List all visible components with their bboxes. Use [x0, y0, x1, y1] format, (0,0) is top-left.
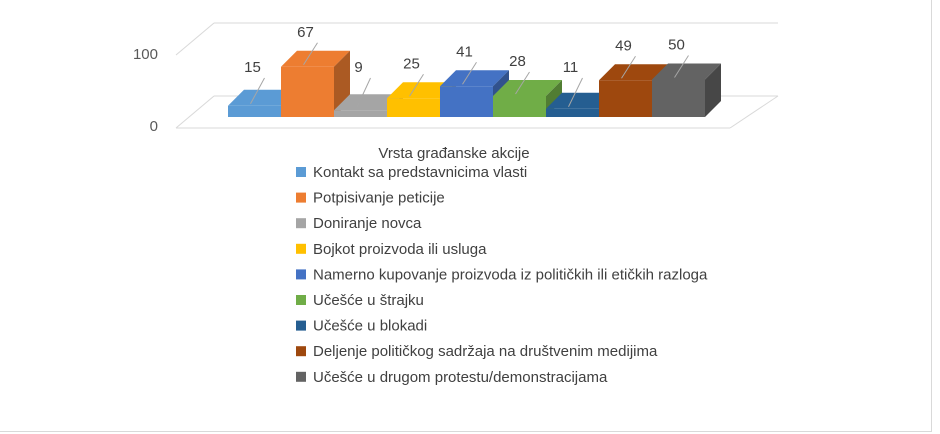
bar-front [599, 80, 652, 117]
data-label: 41 [456, 43, 473, 60]
gridline-0-side [175, 95, 215, 129]
legend-label: Namerno kupovanje proizvoda iz politički… [313, 266, 708, 283]
legend-label: Bojkot proizvoda ili usluga [313, 241, 487, 258]
legend-swatch [296, 371, 306, 382]
data-label: 9 [354, 59, 362, 76]
legend: Kontakt sa predstavnicima vlasti Potpisiv… [296, 164, 708, 386]
y-tick-label: 100 [133, 46, 158, 63]
bars-layer [228, 50, 721, 117]
data-label-leader [621, 55, 636, 79]
legend-item: Kontakt sa predstavnicima vlasti [296, 164, 527, 181]
legend-label: Učešće u štrajku [313, 292, 424, 309]
legend-swatch [296, 295, 306, 305]
legend-label: Deljenje političkog sadržaja na društven… [313, 343, 658, 360]
bar-front [281, 66, 334, 117]
legend-swatch [296, 192, 306, 203]
legend-item: Deljenje političkog sadržaja na društven… [296, 343, 658, 360]
data-label: 15 [244, 59, 261, 76]
data-label: 25 [403, 55, 420, 72]
bar-top [493, 80, 562, 96]
x-axis-title: Vrsta građanske akcije [378, 145, 529, 162]
legend-swatch [296, 243, 306, 254]
legend-label: Kontakt sa predstavnicima vlasti [313, 164, 527, 181]
data-label-leader [462, 61, 477, 85]
bar-side [705, 63, 721, 117]
bar-front [493, 96, 546, 117]
labels-layer: 15 67 9 25 41 28 11 49 50 [244, 24, 689, 109]
legend-label: Učešće u blokadi [313, 318, 427, 335]
bar-top [228, 89, 297, 106]
legend-swatch [296, 346, 306, 357]
legend-swatch [296, 167, 306, 177]
legend-item: Učešće u blokadi [296, 318, 427, 335]
bar-front [546, 108, 599, 117]
y-tick-label: 0 [150, 118, 158, 135]
bar-top [546, 92, 615, 109]
floor-right-edge [729, 95, 779, 129]
legend-item: Bojkot proizvoda ili usluga [296, 241, 487, 258]
legend-swatch [296, 269, 306, 280]
data-label: 49 [615, 37, 632, 54]
bar-front [228, 105, 281, 117]
data-label-leader [674, 55, 689, 78]
bar-front [334, 110, 387, 117]
data-label-leader [250, 77, 265, 104]
bar-top [440, 70, 509, 87]
data-label-leader [303, 42, 318, 66]
bar-top [334, 94, 403, 111]
legend-label: Učešće u drugom protestu/demonstracijama [313, 369, 608, 386]
bar-top [281, 50, 350, 67]
legend-swatch [296, 320, 306, 331]
legend-swatch [296, 218, 306, 229]
bar [281, 50, 350, 117]
legend-item: Učešće u štrajku [296, 292, 424, 309]
legend-label: Doniranje novca [313, 215, 422, 232]
legend-item: Učešće u drugom protestu/demonstracijama [296, 369, 608, 386]
legend-item: Potpisivanje peticije [296, 190, 445, 207]
bar-top [599, 64, 668, 81]
legend-item: Doniranje novca [296, 215, 422, 232]
bar [652, 63, 721, 117]
bar-top [387, 82, 456, 99]
data-label-leader [356, 77, 371, 109]
bar-top [652, 63, 721, 80]
bar [493, 80, 562, 117]
data-label-leader [515, 71, 530, 95]
bar-front [440, 86, 493, 117]
data-label: 28 [509, 53, 526, 70]
bar-front [387, 98, 440, 117]
bar-front [652, 79, 705, 117]
legend-item: Namerno kupovanje proizvoda iz politički… [296, 266, 708, 283]
gridline-100-side [175, 22, 215, 56]
data-label: 50 [668, 37, 685, 54]
data-label-leader [409, 73, 424, 97]
data-label-leader [568, 77, 583, 107]
legend-label: Potpisivanje peticije [313, 190, 445, 207]
data-label: 67 [297, 24, 314, 41]
data-label: 11 [563, 59, 579, 76]
